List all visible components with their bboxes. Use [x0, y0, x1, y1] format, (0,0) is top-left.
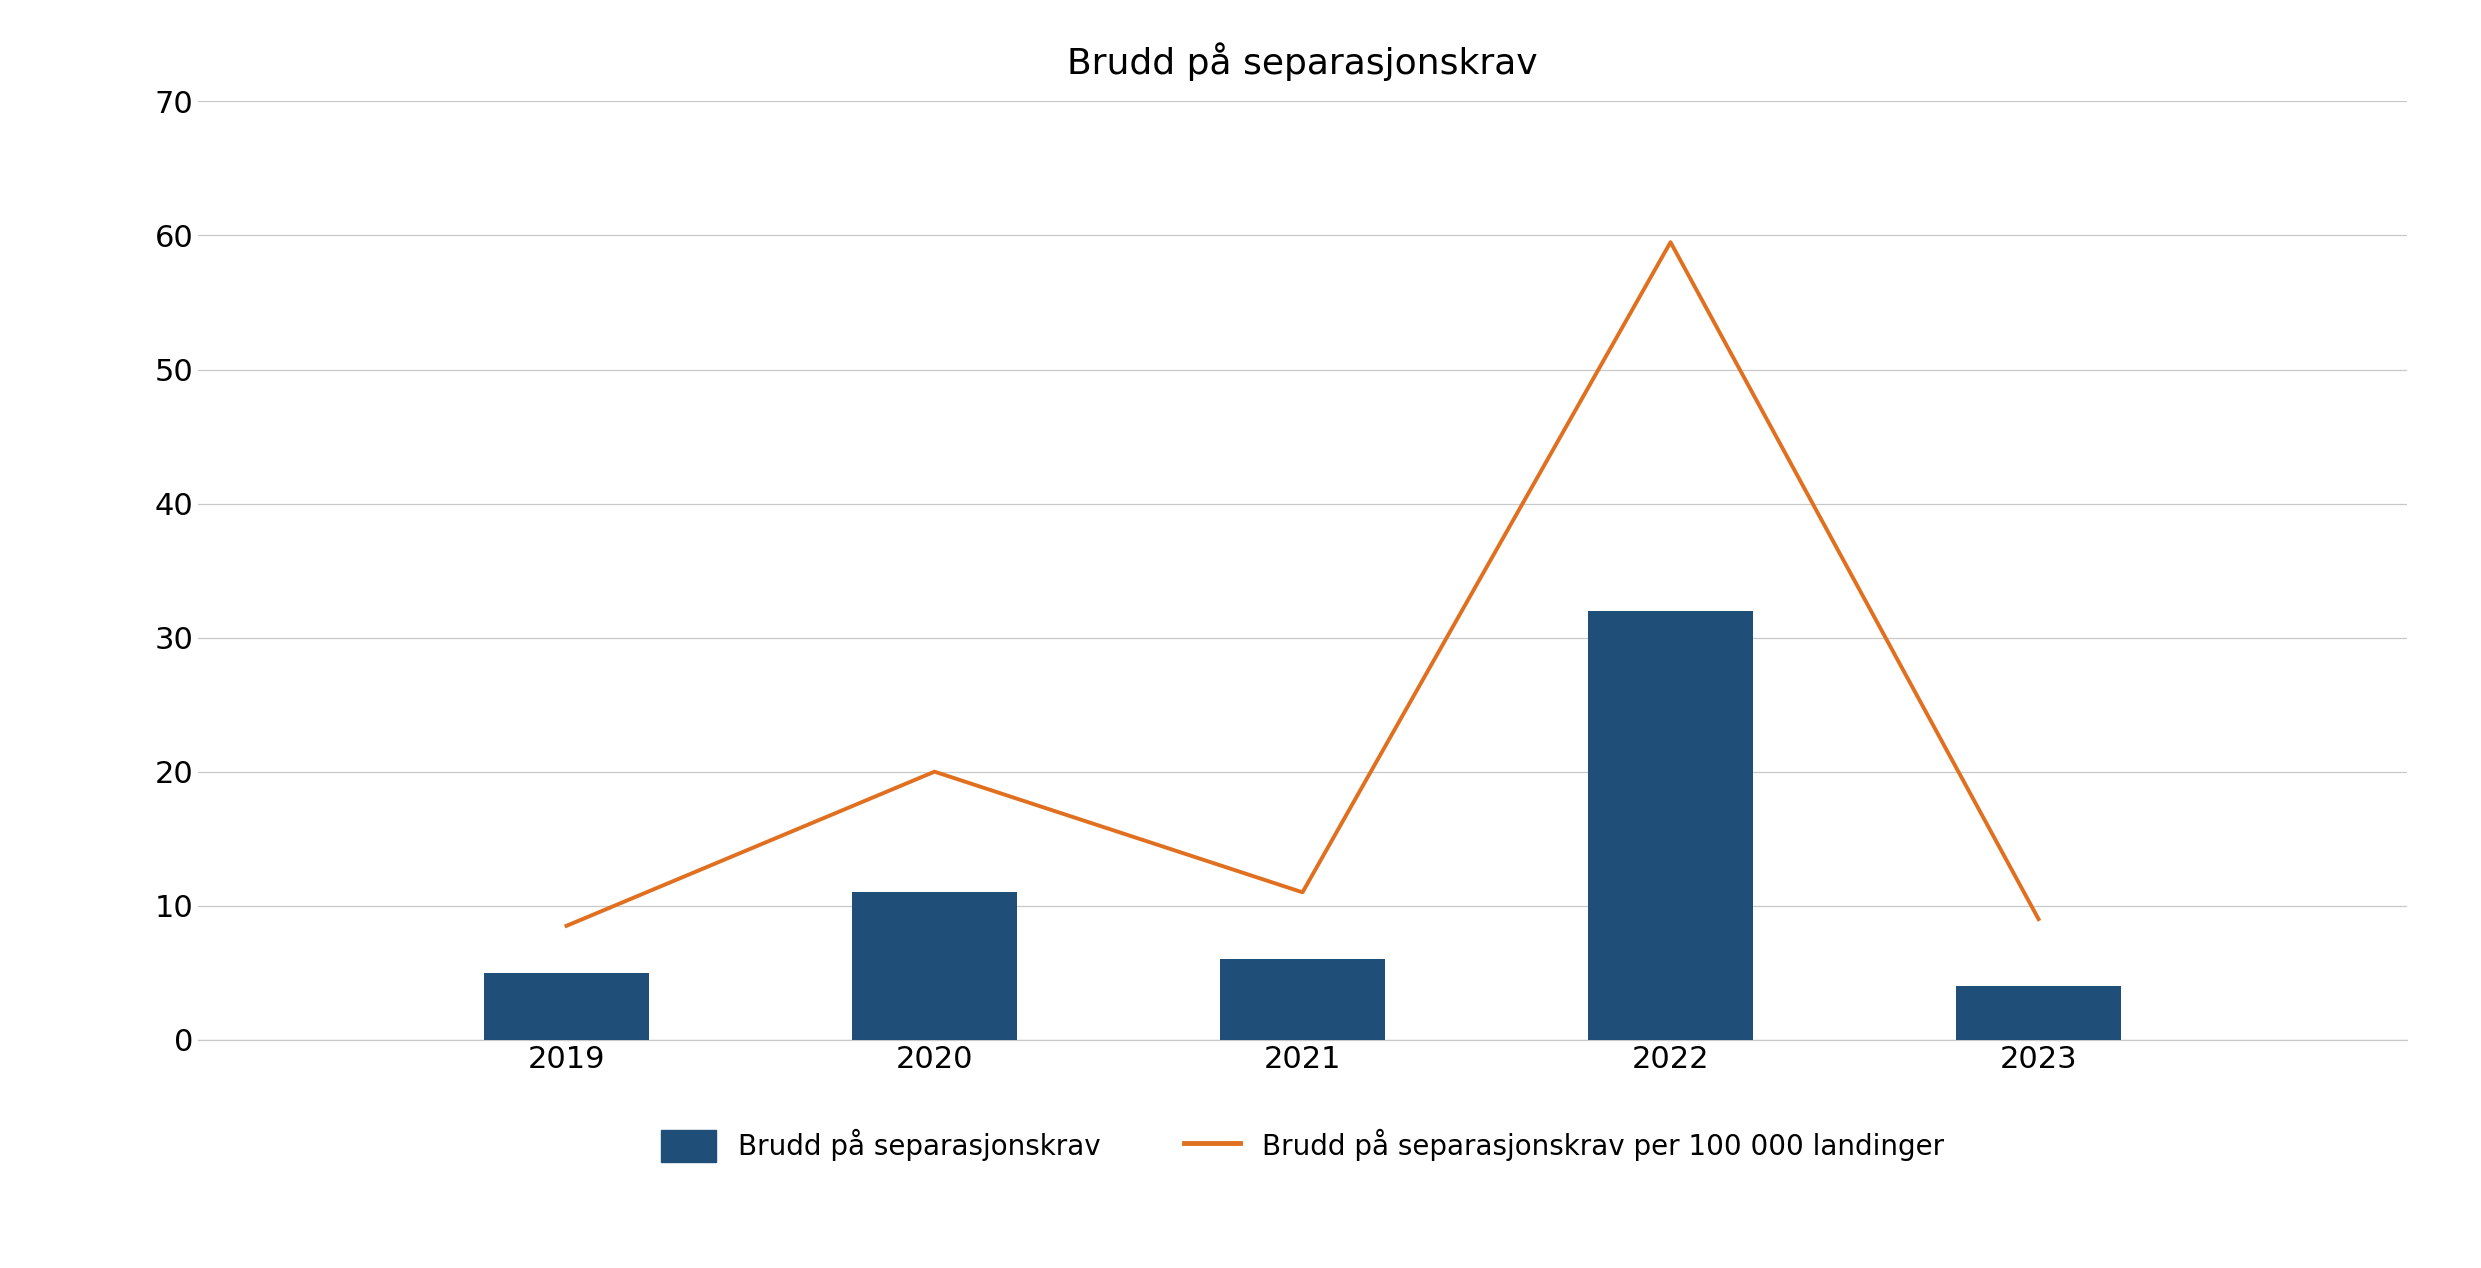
- Bar: [1955, 987, 2121, 1040]
- Legend: Brudd på separasjonskrav, Brudd på separasjonskrav per 100 000 landinger: Brudd på separasjonskrav, Brudd på separ…: [648, 1116, 1958, 1175]
- Bar: [1221, 960, 1384, 1040]
- Bar: [484, 973, 650, 1040]
- Title: Brudd på separasjonskrav: Brudd på separasjonskrav: [1067, 42, 1538, 81]
- Bar: [1588, 611, 1754, 1040]
- Bar: [851, 893, 1017, 1040]
